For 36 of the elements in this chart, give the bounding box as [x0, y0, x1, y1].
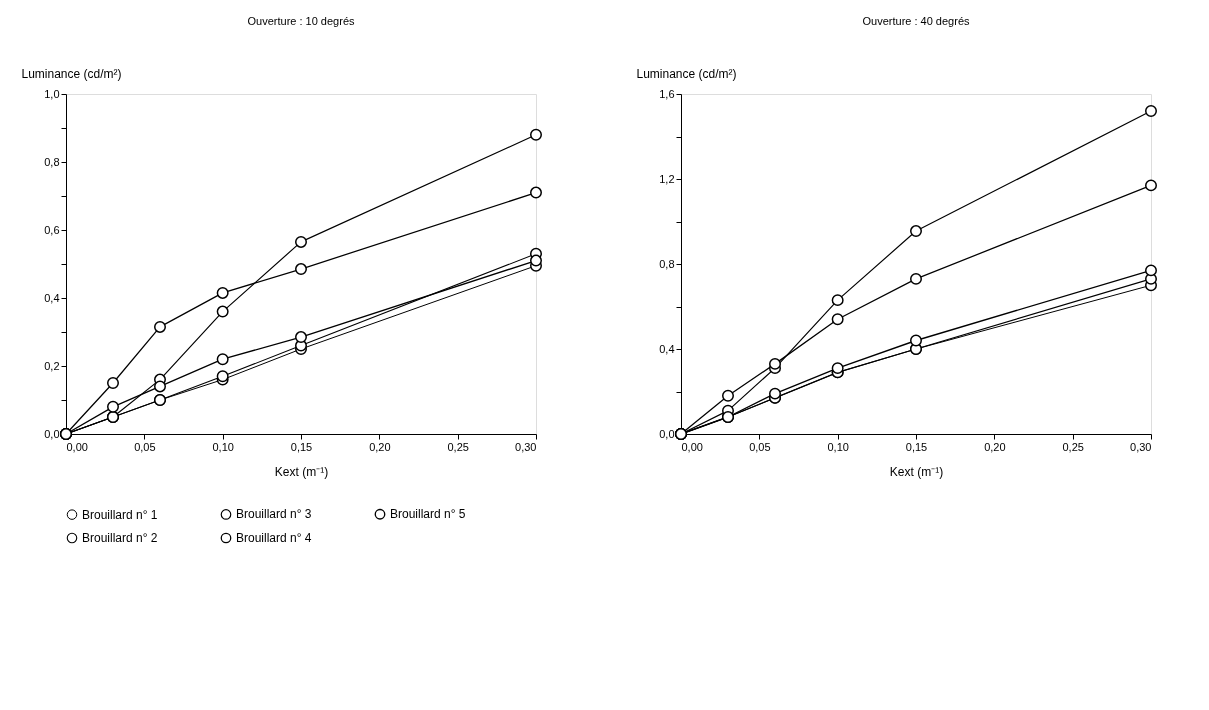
y-tick-label: 0,0 [44, 427, 60, 440]
legend-label: Brouillard n° 5 [390, 507, 466, 522]
x-tick-label: 0,10 [827, 440, 849, 453]
x-tick-label: 0,00 [681, 440, 703, 453]
y-tick-label: 1,6 [659, 87, 675, 100]
y-tick-label: 0,4 [44, 291, 60, 304]
x-tick-label: 0,00 [66, 440, 88, 453]
legend-label: Brouillard n° 4 [236, 531, 312, 545]
x-tick-label: 0,20 [984, 440, 1006, 453]
x-axis-title: Kext (m⁻¹) [889, 464, 944, 479]
x-tick-label: 0,15 [290, 440, 313, 453]
x-tick-label: 0,30 [515, 440, 537, 453]
x-tick-label: 0,30 [1130, 440, 1152, 453]
x-tick-label: 0,05 [749, 440, 771, 453]
y-tick-label: 0,6 [44, 223, 60, 236]
x-tick-label: 0,15 [905, 440, 928, 453]
x-tick-label: 0,05 [134, 440, 156, 453]
x-tick-label: 0,20 [369, 440, 391, 453]
y-axis-title: Luminance (cd/m²) [21, 66, 122, 81]
legend-label: Brouillard n° 2 [82, 531, 158, 545]
y-tick-label: 1,0 [44, 87, 60, 100]
x-axis-title: Kext (m⁻¹) [274, 464, 329, 479]
y-tick-label: 0,4 [659, 342, 675, 355]
legend-label: Brouillard n° 1 [82, 507, 158, 522]
x-tick-label: 0,25 [1062, 440, 1084, 453]
y-tick-label: 1,2 [659, 172, 675, 185]
y-tick-label: 0,0 [659, 427, 675, 440]
x-tick-label: 0,10 [212, 440, 234, 453]
y-tick-label: 0,8 [44, 155, 60, 168]
y-axis-title: Luminance (cd/m²) [636, 66, 737, 81]
y-tick-label: 0,2 [44, 359, 60, 372]
y-tick-label: 0,8 [659, 257, 675, 270]
legend-label: Brouillard n° 3 [236, 507, 312, 522]
x-tick-label: 0,25 [447, 440, 469, 453]
chart-title: Ouverture : 10 degrés [247, 15, 355, 27]
chart-title: Ouverture : 40 degrés [862, 15, 970, 27]
